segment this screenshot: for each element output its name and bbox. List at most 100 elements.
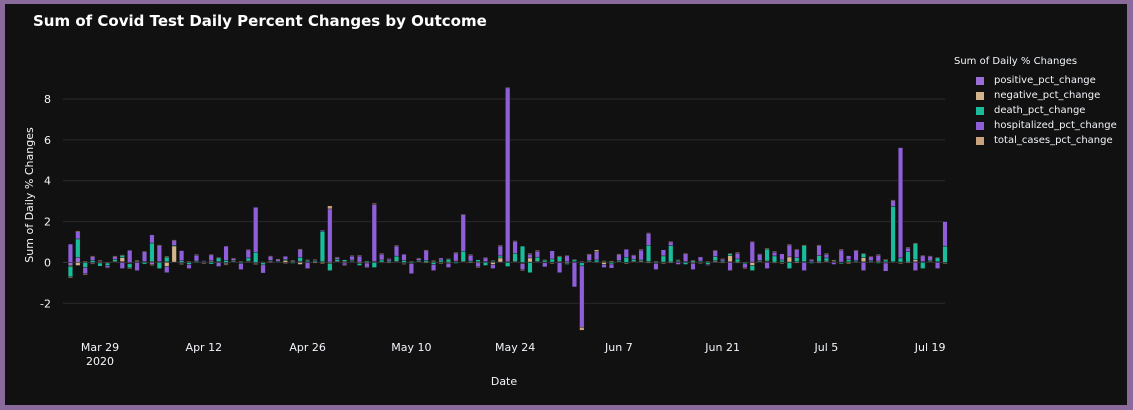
bar-hospitalized_pct_change: [238, 263, 244, 270]
grid-lines: [63, 98, 945, 304]
bar-hospitalized_pct_change: [179, 250, 185, 262]
bar-hospitalized_pct_change: [557, 262, 563, 273]
bar-hospitalized_pct_change: [898, 147, 904, 259]
bar-total_cases_pct_change: [342, 264, 348, 267]
bar-total_cases_pct_change: [912, 242, 918, 244]
bar-total_cases_pct_change: [890, 199, 896, 201]
chart-title: Sum of Covid Test Daily Percent Changes …: [33, 12, 487, 30]
bar-negative_pct_change: [905, 262, 911, 264]
bar-death_pct_change: [549, 258, 555, 263]
bar-total_cases_pct_change: [134, 259, 140, 261]
bar-death_pct_change: [668, 245, 674, 263]
x-tick-label: May 24: [495, 341, 535, 354]
bar-hospitalized_pct_change: [935, 262, 941, 269]
bar-death_pct_change: [475, 259, 481, 263]
bar-hospitalized_pct_change: [742, 263, 748, 269]
bar-death_pct_change: [816, 255, 822, 263]
legend-item-total-cases[interactable]: total_cases_pct_change: [976, 133, 1117, 148]
bar-total_cases_pct_change: [312, 258, 318, 261]
bar-total_cases_pct_change: [749, 240, 755, 243]
bar-negative_pct_change: [468, 262, 474, 264]
legend-item-hospitalized[interactable]: hospitalized_pct_change: [976, 118, 1117, 133]
bar-negative_pct_change: [312, 262, 318, 264]
bar-hospitalized_pct_change: [683, 253, 689, 262]
bar-hospitalized_pct_change: [690, 263, 696, 270]
bar-death_pct_change: [660, 255, 666, 263]
x-tick-sublabel: 2020: [86, 355, 114, 368]
x-axis-label: Date: [491, 375, 518, 388]
bar-death_pct_change: [482, 262, 488, 266]
bar-death_pct_change: [216, 257, 222, 262]
bar-negative_pct_change: [75, 262, 81, 266]
bar-hospitalized_pct_change: [705, 264, 711, 266]
bar-hospitalized_pct_change: [757, 254, 763, 261]
bar-hospitalized_pct_change: [831, 262, 837, 265]
legend-item-positive[interactable]: positive_pct_change: [976, 73, 1117, 88]
bar-hospitalized_pct_change: [846, 255, 852, 260]
bar-hospitalized_pct_change: [431, 264, 437, 271]
bar-total_cases_pct_change: [431, 259, 437, 262]
bar-total_cases_pct_change: [727, 252, 733, 255]
bar-total_cases_pct_change: [868, 255, 874, 258]
bar-negative_pct_change: [490, 262, 496, 265]
bar-hospitalized_pct_change: [534, 250, 540, 258]
bar-total_cases_pct_change: [571, 258, 577, 261]
bar-total_cases_pct_change: [549, 262, 555, 264]
bar-hospitalized_pct_change: [927, 255, 933, 261]
bar-negative_pct_change: [749, 262, 755, 266]
bar-total_cases_pct_change: [608, 260, 614, 262]
y-axis-label: Sum of Daily % Changes: [23, 127, 36, 263]
y-tick-label: 6: [44, 134, 51, 147]
bar-total_cases_pct_change: [712, 249, 718, 251]
legend-item-negative[interactable]: negative_pct_change: [976, 88, 1117, 103]
bar-death_pct_change: [712, 256, 718, 261]
bar-hospitalized_pct_change: [942, 221, 948, 247]
bar-hospitalized_pct_change: [905, 247, 911, 253]
y-tick-label: -2: [40, 297, 51, 310]
bar-death_pct_change: [142, 262, 148, 265]
legend-title: Sum of Daily % Changes: [954, 56, 1078, 67]
bar-death_pct_change: [127, 263, 133, 269]
bar-total_cases_pct_change: [104, 267, 110, 269]
bar-death_pct_change: [342, 259, 348, 262]
bar-total_cases_pct_change: [156, 244, 162, 246]
bar-hospitalized_pct_change: [801, 262, 807, 271]
bar-hospitalized_pct_change: [460, 214, 466, 252]
bar-hospitalized_pct_change: [631, 255, 637, 260]
bar-total_cases_pct_change: [490, 259, 496, 262]
bar-negative_pct_change: [816, 262, 822, 264]
bar-positive_pct_change: [67, 262, 73, 266]
bar-death_pct_change: [497, 255, 503, 259]
bar-hospitalized_pct_change: [838, 249, 844, 263]
bar-death_pct_change: [364, 260, 370, 263]
bar-hospitalized_pct_change: [527, 253, 533, 259]
bar-total_cases_pct_change: [245, 248, 251, 251]
bar-death_pct_change: [371, 262, 377, 268]
bar-total_cases_pct_change: [401, 263, 407, 265]
x-tick-label: Mar 29: [81, 341, 119, 354]
bar-negative_pct_change: [794, 262, 800, 264]
bar-death_pct_change: [623, 257, 629, 263]
bar-total_cases_pct_change: [875, 254, 881, 256]
bar-death_pct_change: [253, 252, 259, 263]
bar-death_pct_change: [594, 259, 600, 263]
bar-hospitalized_pct_change: [779, 253, 785, 261]
bar-total_cases_pct_change: [356, 255, 362, 257]
bar-total_cases_pct_change: [386, 258, 392, 260]
bar-hospitalized_pct_change: [82, 267, 88, 274]
bar-death_pct_change: [460, 250, 466, 262]
bar-total_cases_pct_change: [794, 248, 800, 250]
bar-hospitalized_pct_change: [268, 255, 274, 261]
bar-hospitalized_pct_change: [104, 265, 110, 268]
bar-hospitalized_pct_change: [564, 255, 570, 263]
bar-hospitalized_pct_change: [890, 200, 896, 207]
legend-item-death[interactable]: death_pct_change: [976, 103, 1117, 118]
bar-total_cases_pct_change: [208, 253, 214, 256]
bar-death_pct_change: [356, 263, 362, 266]
bar-hospitalized_pct_change: [512, 240, 518, 254]
x-tick-label: Apr 26: [289, 341, 326, 354]
bar-hospitalized_pct_change: [497, 245, 503, 257]
bar-hospitalized_pct_change: [379, 253, 385, 261]
bar-hospitalized_pct_change: [653, 263, 659, 270]
